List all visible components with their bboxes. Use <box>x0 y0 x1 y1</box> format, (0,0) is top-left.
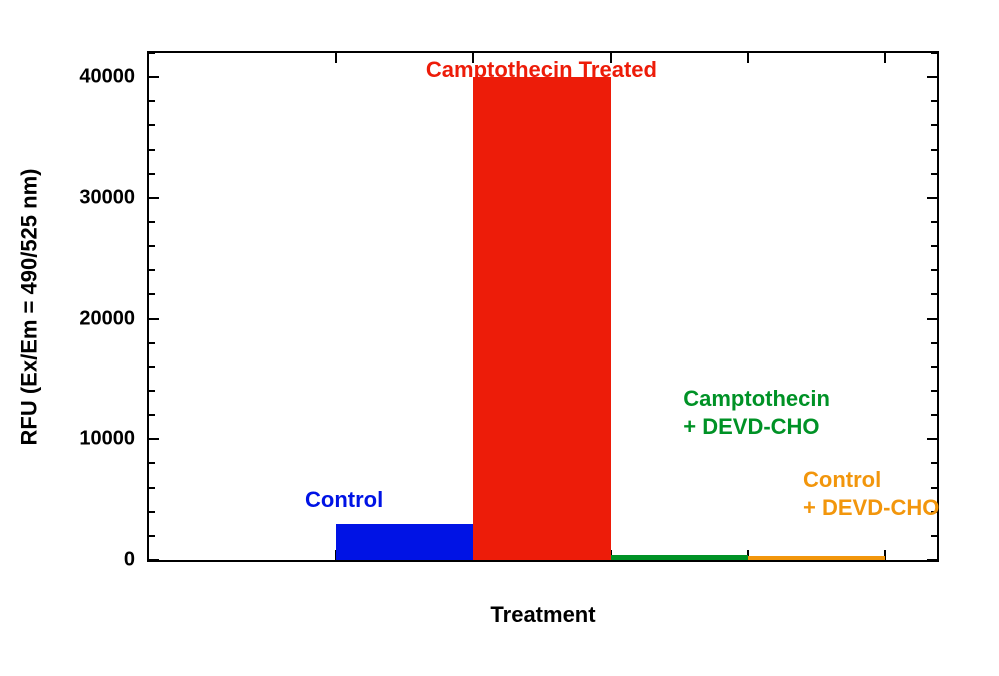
label-campto: Camptothecin Treated <box>426 56 657 84</box>
label-campto_inh: Camptothecin+ DEVD-CHO <box>683 385 830 440</box>
y-axis-label: RFU (Ex/Em = 490/525 nm) <box>16 168 42 445</box>
y-minor-tick <box>149 487 155 489</box>
y-minor-tick-right <box>931 245 937 247</box>
y-minor-tick <box>149 293 155 295</box>
y-tick-mark <box>149 559 159 561</box>
y-minor-tick-right <box>931 390 937 392</box>
y-minor-tick-right <box>931 535 937 537</box>
bar-campto <box>473 77 611 560</box>
y-minor-tick <box>149 535 155 537</box>
y-tick-mark-right <box>927 438 937 440</box>
y-minor-tick-right <box>931 293 937 295</box>
y-tick-label: 30000 <box>79 186 135 209</box>
y-tick-mark <box>149 318 159 320</box>
y-minor-tick-right <box>931 269 937 271</box>
y-minor-tick <box>149 221 155 223</box>
y-tick-mark <box>149 76 159 78</box>
y-minor-tick <box>149 269 155 271</box>
y-tick-label: 0 <box>124 549 135 572</box>
y-minor-tick <box>149 511 155 513</box>
y-minor-tick <box>149 173 155 175</box>
x-axis-label: Treatment <box>147 602 939 628</box>
y-tick-label: 40000 <box>79 66 135 89</box>
y-minor-tick-right <box>931 366 937 368</box>
y-minor-tick <box>149 52 155 54</box>
bar-ctrl_inh <box>748 556 885 560</box>
y-minor-tick <box>149 342 155 344</box>
y-minor-tick-right <box>931 221 937 223</box>
y-tick-mark <box>149 438 159 440</box>
bar-campto_inh <box>611 555 748 560</box>
y-minor-tick <box>149 149 155 151</box>
y-minor-tick <box>149 100 155 102</box>
y-minor-tick-right <box>931 149 937 151</box>
y-tick-mark-right <box>927 197 937 199</box>
y-minor-tick-right <box>931 124 937 126</box>
y-minor-tick <box>149 366 155 368</box>
y-minor-tick-right <box>931 414 937 416</box>
y-minor-tick-right <box>931 100 937 102</box>
x-tick-mark-top <box>884 53 886 63</box>
y-tick-mark-right <box>927 559 937 561</box>
y-minor-tick-right <box>931 462 937 464</box>
y-minor-tick <box>149 390 155 392</box>
x-tick-mark-top <box>335 53 337 63</box>
y-minor-tick <box>149 462 155 464</box>
x-tick-mark-top <box>747 53 749 63</box>
y-tick-label: 10000 <box>79 428 135 451</box>
y-minor-tick-right <box>931 52 937 54</box>
y-minor-tick-right <box>931 173 937 175</box>
y-tick-label: 20000 <box>79 307 135 330</box>
bar-control <box>336 524 473 560</box>
y-tick-mark-right <box>927 318 937 320</box>
y-axis-label-wrap: RFU (Ex/Em = 490/525 nm) <box>0 51 58 562</box>
chart-stage: RFU (Ex/Em = 490/525 nm) Treatment 0 1000… <box>0 0 999 676</box>
y-minor-tick-right <box>931 342 937 344</box>
label-ctrl_inh: Control+ DEVD-CHO <box>803 466 939 521</box>
y-minor-tick <box>149 124 155 126</box>
y-tick-mark <box>149 197 159 199</box>
label-control: Control <box>305 486 383 514</box>
y-tick-mark-right <box>927 76 937 78</box>
y-minor-tick <box>149 414 155 416</box>
y-minor-tick <box>149 245 155 247</box>
